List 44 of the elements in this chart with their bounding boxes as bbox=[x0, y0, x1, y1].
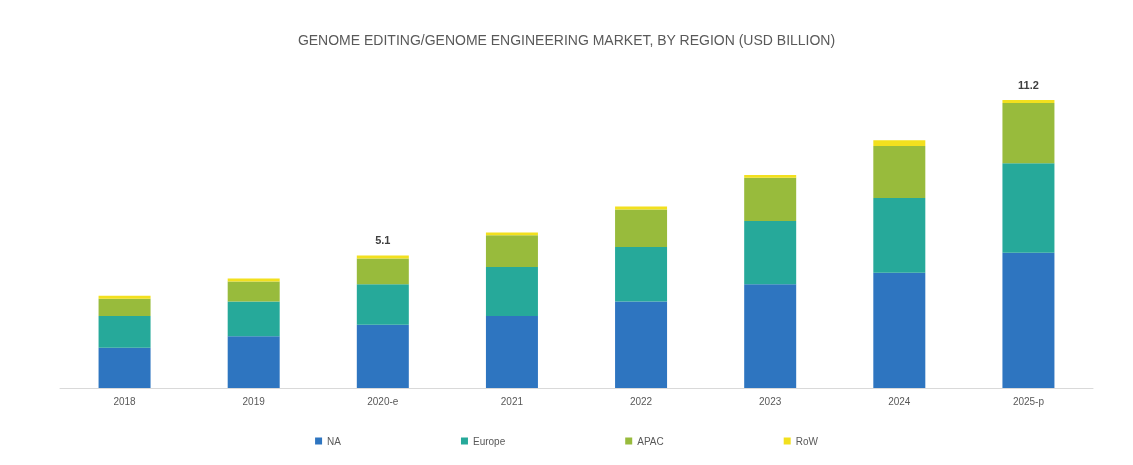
bar bbox=[1002, 252, 1055, 388]
legend-label: Europe bbox=[472, 435, 506, 447]
bar bbox=[873, 140, 926, 147]
bar bbox=[356, 324, 409, 388]
annotation: 11.2 bbox=[1018, 78, 1039, 91]
bar bbox=[744, 220, 797, 285]
bar bbox=[98, 295, 151, 299]
x-tick-label: 2018 bbox=[113, 395, 137, 407]
bar bbox=[744, 177, 797, 221]
bar bbox=[873, 272, 926, 388]
x-tick-label: 2019 bbox=[242, 395, 266, 407]
bar bbox=[485, 316, 538, 388]
bar bbox=[98, 298, 151, 316]
bar bbox=[1002, 163, 1055, 253]
bar bbox=[615, 246, 668, 302]
bar bbox=[873, 197, 926, 273]
bar bbox=[356, 284, 409, 325]
bar bbox=[356, 258, 409, 285]
bar bbox=[744, 174, 797, 178]
bar bbox=[98, 347, 151, 388]
bar bbox=[227, 336, 280, 388]
bar bbox=[485, 232, 538, 236]
x-tick-label: 2024 bbox=[888, 395, 911, 407]
legend-label: APAC bbox=[637, 435, 664, 447]
x-tick-label: 2023 bbox=[759, 395, 782, 407]
bar bbox=[227, 301, 280, 337]
bar bbox=[615, 301, 668, 388]
bar bbox=[744, 284, 797, 388]
bar bbox=[485, 235, 538, 268]
bar bbox=[227, 281, 280, 302]
chart-title: GENOME EDITING/GENOME ENGINEERING MARKET, BY REGION (USD BILLION) bbox=[297, 32, 836, 48]
annotation: 5.1 bbox=[375, 234, 391, 247]
bar bbox=[615, 209, 668, 247]
bar bbox=[485, 267, 538, 316]
x-tick-label: 2025-p bbox=[1012, 395, 1045, 407]
legend-label: RoW bbox=[795, 435, 819, 447]
bar bbox=[873, 146, 926, 198]
legend-label: NA bbox=[327, 435, 342, 447]
bar bbox=[1002, 100, 1055, 103]
x-tick-label: 2021 bbox=[500, 395, 524, 407]
bar bbox=[1002, 102, 1055, 164]
x-tick-label: 2022 bbox=[629, 395, 653, 407]
bar bbox=[98, 316, 151, 348]
x-tick-label: 2020-e bbox=[367, 395, 399, 407]
